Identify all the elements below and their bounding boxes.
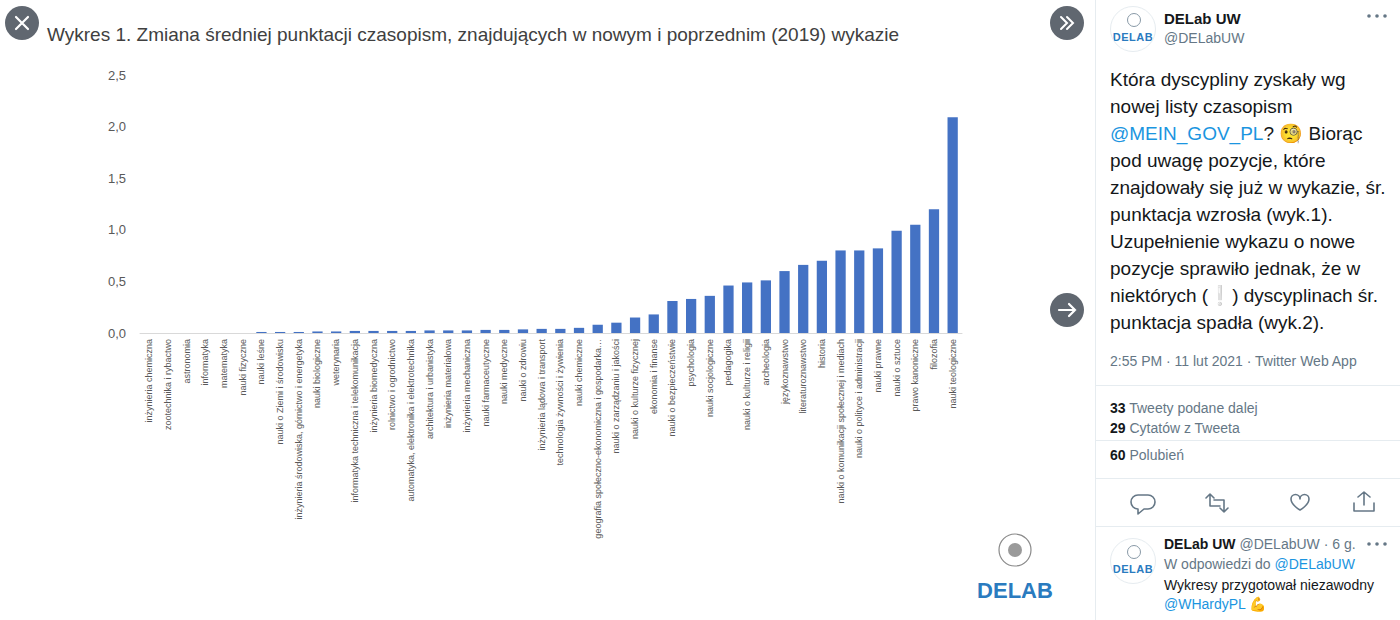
html-text:Która dyscypliny zyskały wg no: Która dyscypliny zyskały wg nowej listy … xyxy=(1110,69,1346,117)
svg-text:nauki socjologiczne: nauki socjologiczne xyxy=(705,339,715,417)
svg-text:informatyka techniczna i telek: informatyka techniczna i telekomunikacja xyxy=(350,339,360,503)
svg-text:nauki fizyczne: nauki fizyczne xyxy=(238,339,248,396)
svg-text:nauki o zarządzaniu i jakości: nauki o zarządzaniu i jakości xyxy=(611,339,621,454)
svg-text:nauki biologiczne: nauki biologiczne xyxy=(312,339,322,408)
html-text:DELab UW @DELabUW · 6 g.: DELab UW @DELabUW · 6 g. xyxy=(1164,536,1356,552)
svg-text:inżynieria biomedyczna: inżynieria biomedyczna xyxy=(369,339,379,433)
svg-text:zootechnika i rybactwo: zootechnika i rybactwo xyxy=(163,339,173,430)
html-text:33 Tweety podane dalej: 33 Tweety podane dalej xyxy=(1110,400,1258,416)
svg-text:ekonomia i finanse: ekonomia i finanse xyxy=(649,339,659,414)
html-text:DELAB: DELAB xyxy=(1112,563,1154,575)
svg-text:nauki o polityce i administrac: nauki o polityce i administracji xyxy=(854,339,864,458)
svg-text:inżynieria materiałowa: inżynieria materiałowa xyxy=(443,339,453,428)
svg-text:Wykres 1. Zmiana średniej punk: Wykres 1. Zmiana średniej punktacji czas… xyxy=(47,24,899,45)
html-text:@WHardyPL💪: @WHardyPL💪 xyxy=(1164,596,1267,612)
svg-text:informatyka: informatyka xyxy=(200,339,210,386)
html-text:W odpowiedzi do @DELabUW: W odpowiedzi do @DELabUW xyxy=(1164,556,1355,572)
svg-text:1,0: 1,0 xyxy=(108,222,126,237)
svg-text:inżynieria lądowa i transport: inżynieria lądowa i transport xyxy=(537,339,547,451)
svg-text:językoznawstwo: językoznawstwo xyxy=(780,339,790,405)
svg-text:prawo kanoniczne: prawo kanoniczne xyxy=(910,339,920,412)
html-text:Wykresy przygotował niezawodny: Wykresy przygotował niezawodny xyxy=(1164,577,1374,593)
svg-text:automatyka, elektronika i elek: automatyka, elektronika i elektrotechnik… xyxy=(406,339,416,502)
svg-text:1,5: 1,5 xyxy=(108,171,126,186)
svg-text:filozofia: filozofia xyxy=(929,339,939,370)
svg-text:technologia żywności i żywieni: technologia żywności i żywienia xyxy=(555,339,565,466)
svg-text:2,0: 2,0 xyxy=(108,119,126,134)
svg-text:nauki o Ziemi i środowisku: nauki o Ziemi i środowisku xyxy=(275,339,285,445)
svg-text:inżynieria chemiczna: inżynieria chemiczna xyxy=(144,339,154,423)
html-text:@DELabUW: @DELabUW xyxy=(1164,30,1245,46)
svg-text:nauki o kulturze i religii: nauki o kulturze i religii xyxy=(742,339,752,430)
svg-text:nauki prawne: nauki prawne xyxy=(873,339,883,393)
svg-text:matematyka: matematyka xyxy=(219,339,229,388)
svg-text:nauki o sztuce: nauki o sztuce xyxy=(892,339,902,397)
svg-text:nauki leśne: nauki leśne xyxy=(256,339,266,385)
svg-text:inżynieria mechaniczna: inżynieria mechaniczna xyxy=(462,339,472,433)
svg-text:0,5: 0,5 xyxy=(108,274,126,289)
svg-text:nauki teologiczne: nauki teologiczne xyxy=(948,339,958,409)
svg-text:geografia społeczno-ekonomiczn: geografia społeczno-ekonomiczna i gospod… xyxy=(593,339,603,539)
svg-text:2,5: 2,5 xyxy=(108,68,126,83)
svg-text:psychologia: psychologia xyxy=(686,339,696,387)
svg-text:nauki farmaceutyczne: nauki farmaceutyczne xyxy=(481,339,491,427)
svg-text:nauki o zdrowiu: nauki o zdrowiu xyxy=(518,339,528,402)
svg-text:nauki o bezpieczeństwie: nauki o bezpieczeństwie xyxy=(667,339,677,437)
svg-text:literaturoznawstwo: literaturoznawstwo xyxy=(798,339,808,414)
html-text:2:55 PM · 11 lut 2021 · Twitte: 2:55 PM · 11 lut 2021 · Twitter Web App xyxy=(1110,353,1357,369)
svg-text:archeologia: archeologia xyxy=(761,339,771,386)
html-text:60 Polubień: 60 Polubień xyxy=(1110,447,1184,463)
svg-text:nauki o komunikacji społecznej: nauki o komunikacji społecznej i mediach xyxy=(836,339,846,504)
svg-text:inżynieria środowiska, górnict: inżynieria środowiska, górnictwo i energ… xyxy=(294,339,304,520)
svg-text:historia: historia xyxy=(817,339,827,368)
svg-text:astronomia: astronomia xyxy=(182,339,192,384)
html-text:29 Cytatów z Tweeta: 29 Cytatów z Tweeta xyxy=(1110,420,1240,436)
svg-text:architektura i urbanistyka: architektura i urbanistyka xyxy=(425,339,435,439)
svg-text:0,0: 0,0 xyxy=(108,326,126,341)
html-text:@MEIN_GOV_PL? 🧐 Biorąc pod uwa: @MEIN_GOV_PL? 🧐 Biorąc pod uwagę pozycje… xyxy=(1110,123,1386,333)
svg-text:nauki o kulturze fizycznej: nauki o kulturze fizycznej xyxy=(630,339,640,439)
svg-text:DELAB: DELAB xyxy=(977,578,1053,603)
svg-text:pedagogika: pedagogika xyxy=(723,339,733,386)
svg-text:weterynaria: weterynaria xyxy=(331,339,341,387)
html-text:DELab UW: DELab UW xyxy=(1164,10,1241,27)
svg-text:nauki chemiczne: nauki chemiczne xyxy=(574,339,584,406)
svg-text:nauki medyczne: nauki medyczne xyxy=(499,339,509,404)
svg-text:rolnictwo i ogrodnictwo: rolnictwo i ogrodnictwo xyxy=(387,339,397,430)
html-text:DELAB: DELAB xyxy=(1112,31,1154,43)
